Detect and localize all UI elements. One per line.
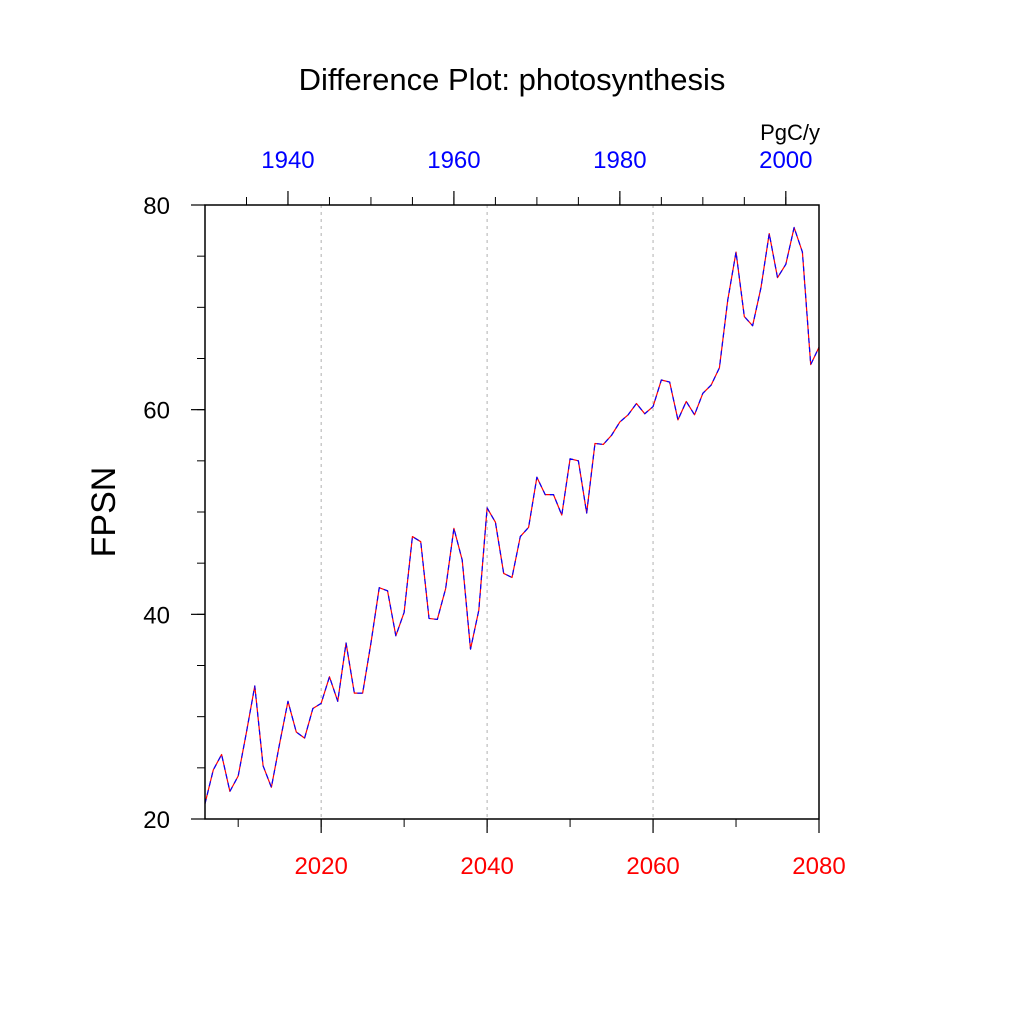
x-top-tick-label: 1940 xyxy=(261,147,314,174)
plot-frame xyxy=(204,204,820,820)
grid-lines xyxy=(320,205,654,819)
series-line-2 xyxy=(204,226,820,804)
y-tick-label: 40 xyxy=(143,602,170,629)
series-lines xyxy=(204,226,820,804)
y-tick-label: 80 xyxy=(143,193,170,220)
x-top-tick-label: 2000 xyxy=(759,147,812,174)
series-line-1 xyxy=(204,226,820,804)
x-top-tick-label: 1980 xyxy=(593,147,646,174)
x-bottom-tick-label: 2080 xyxy=(792,853,845,880)
x-bottom-tick-label: 2060 xyxy=(626,853,679,880)
axis-ticks xyxy=(191,191,820,833)
units-label: PgC/y xyxy=(760,120,820,145)
x-bottom-tick-label: 2020 xyxy=(294,853,347,880)
y-axis-label: FPSN xyxy=(85,467,123,558)
y-tick-label: 60 xyxy=(143,398,170,425)
x-top-tick-label: 1960 xyxy=(427,147,480,174)
y-tick-label: 20 xyxy=(143,807,170,834)
chart-title: Difference Plot: photosynthesis xyxy=(299,62,726,97)
x-bottom-tick-label: 2040 xyxy=(460,853,513,880)
